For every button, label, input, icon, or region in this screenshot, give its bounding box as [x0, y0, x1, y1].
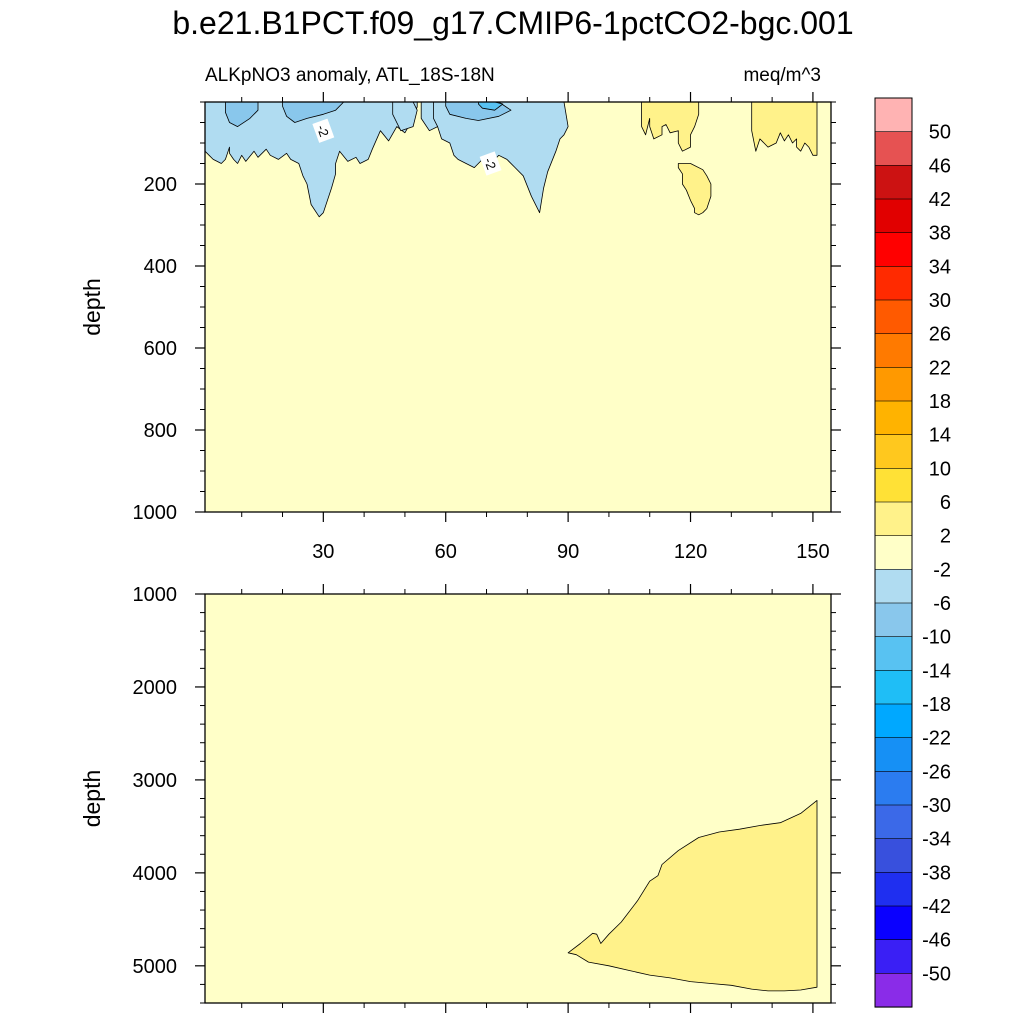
colorbar-label: 18: [929, 391, 951, 413]
colorbar-swatch: [874, 569, 913, 604]
colorbar-swatch: [874, 636, 913, 671]
svg-text:-2: -2: [481, 156, 499, 172]
chart-title: b.e21.B1PCT.f09_g17.CMIP6-1pctCO2-bgc.00…: [172, 5, 853, 41]
y-tick-label: 3000: [133, 770, 178, 792]
colorbar-swatch: [874, 232, 913, 267]
colorbar-label: 46: [929, 155, 951, 177]
y-tick-label: 1000: [133, 502, 178, 524]
colorbar-label: 2: [940, 526, 951, 548]
colorbar-label: 50: [929, 122, 951, 144]
colorbar-swatch: [874, 771, 913, 806]
colorbar-swatch: [874, 165, 913, 200]
contour-regions: [567, 800, 818, 992]
contour-region-negative: [205, 102, 418, 218]
y-tick-label: 400: [144, 256, 177, 278]
y-tick-label: 5000: [133, 956, 178, 978]
colorbar-label: -46: [922, 930, 951, 952]
colorbar-swatch: [874, 670, 913, 705]
colorbar-swatch: [874, 468, 913, 503]
colorbar-swatch: [874, 299, 913, 335]
colorbar-swatch: [874, 838, 913, 873]
colorbar: 50 46 42 38 34 30 26 22 18 14 10 6 2 -2 -6 -10 -14 -18 -22…: [874, 97, 951, 1008]
colorbar-swatch: [874, 872, 913, 907]
y-tick-label: 1000: [133, 584, 178, 606]
colorbar-label: -50: [922, 963, 951, 985]
contour-region-negative: [433, 102, 569, 214]
colorbar-label: 30: [929, 290, 951, 312]
contour-label: -2: [479, 151, 502, 176]
y-axis-label: depth: [79, 770, 105, 828]
colorbar-swatch: [874, 333, 913, 368]
panel-lower: 1000 2000 3000 4000 5000 depth: [79, 584, 841, 1013]
panel-axes: 1000 2000 3000 4000 5000 depth: [79, 584, 841, 1013]
colorbar-label: -30: [922, 795, 951, 817]
colorbar-label: -14: [922, 660, 951, 682]
y-tick-label: 800: [144, 420, 177, 442]
contour-region-positive: [567, 800, 818, 992]
colorbar-label: -26: [922, 761, 951, 783]
colorbar-swatch: [874, 400, 913, 436]
contour-region-positive: [751, 102, 818, 156]
y-axis-label: depth: [79, 278, 105, 336]
colorbar-label: 26: [929, 324, 951, 346]
colorbar-label: -10: [922, 627, 951, 649]
contour-region-positive: [677, 163, 712, 216]
colorbar-swatch: [874, 501, 913, 537]
chart-units-label: meq/m^3: [743, 65, 821, 86]
contour-label: -2: [312, 118, 335, 143]
colorbar-swatch: [874, 97, 913, 133]
chart-subtitle-left: ALKpNO3 anomaly, ATL_18S-18N: [205, 65, 495, 86]
colorbar-swatch: [874, 131, 913, 166]
colorbar-swatch: [874, 804, 913, 840]
colorbar-label: -2: [933, 559, 951, 581]
colorbar-label: -42: [922, 896, 951, 918]
y-tick-label: 600: [144, 338, 177, 360]
colorbar-label: -18: [922, 694, 951, 716]
colorbar-swatch: [874, 434, 913, 469]
colorbar-swatch: [874, 602, 913, 638]
colorbar-swatch: [874, 266, 913, 301]
contour-region-positive: [641, 102, 700, 152]
colorbar-label: 14: [929, 425, 951, 447]
contour-region-negative: [392, 102, 418, 132]
x-tick-label: 150: [796, 541, 829, 563]
x-tick-label: 120: [674, 541, 707, 563]
colorbar-swatch: [874, 367, 913, 402]
colorbar-swatch: [874, 535, 913, 570]
panel-upper: -2 -2 200 400 600 800 1000 30 60 90 120 150 depth: [79, 92, 841, 563]
contour-region-negative: [224, 102, 259, 127]
colorbar-swatch: [874, 973, 913, 1008]
y-tick-label: 4000: [133, 863, 178, 885]
colorbar-label: 22: [929, 357, 951, 379]
contour-region-negative: [282, 102, 345, 123]
colorbar-label: -34: [922, 829, 951, 851]
svg-text:-2: -2: [314, 123, 332, 139]
colorbar-frame: [874, 97, 913, 1008]
colorbar-label: 34: [929, 256, 951, 278]
colorbar-label: 38: [929, 223, 951, 245]
x-tick-label: 60: [435, 541, 457, 563]
colorbar-swatch: [874, 198, 913, 234]
colorbar-swatch: [874, 737, 913, 772]
colorbar-swatch: [874, 703, 913, 739]
colorbar-label: -6: [933, 593, 951, 615]
contour-region-negative: [477, 102, 504, 111]
colorbar-swatch: [874, 939, 913, 974]
contour-regions: [205, 102, 818, 218]
x-tick-label: 90: [557, 541, 579, 563]
colorbar-label: -38: [922, 862, 951, 884]
x-tick-label: 30: [312, 541, 334, 563]
colorbar-swatch: [874, 905, 913, 941]
colorbar-label: 42: [929, 189, 951, 211]
panel-axes: 200 400 600 800 1000 30 60 90 120 150 depth: [79, 92, 841, 563]
y-tick-label: 200: [144, 174, 177, 196]
colorbar-label: 6: [940, 492, 951, 514]
y-tick-label: 2000: [133, 677, 178, 699]
colorbar-label: 10: [929, 458, 951, 480]
colorbar-label: -22: [922, 728, 951, 750]
